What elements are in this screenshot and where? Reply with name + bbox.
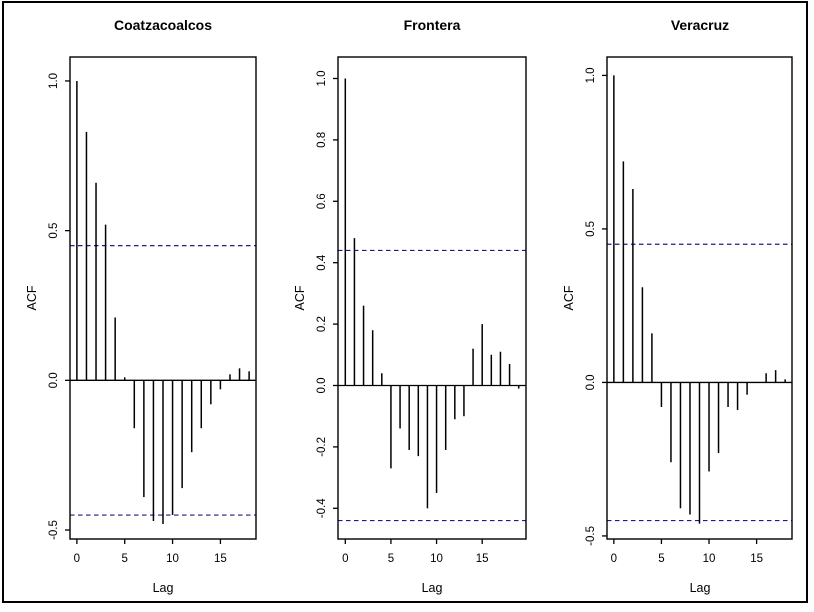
x-tick-label: 15 <box>214 553 227 565</box>
y-tick-label: 0.0 <box>585 374 597 390</box>
x-tick-label: 10 <box>703 553 716 565</box>
y-tick-label: 0.8 <box>316 132 328 148</box>
y-tick-label: 1.0 <box>585 67 597 83</box>
y-axis-label-2: ACF <box>293 285 307 310</box>
x-tick-label: 5 <box>388 553 394 565</box>
y-axis-label-3: ACF <box>562 285 576 310</box>
figure-border <box>2 1 808 603</box>
y-tick-label: 0.6 <box>316 193 328 209</box>
panel-title-frontera: Frontera <box>404 17 461 33</box>
panel-veracruz: 0 5 10 15 -0.5 0.0 0.5 1.0 <box>585 56 793 565</box>
y-tick-label: 0.2 <box>316 316 328 332</box>
x-tick-label: 0 <box>342 553 348 565</box>
x-tick-label: 10 <box>430 553 443 565</box>
y-tick-label: -0.4 <box>316 498 328 518</box>
x-tick-label: 0 <box>74 553 80 565</box>
x-tick-label: 15 <box>750 553 763 565</box>
y-tick-label: -0.5 <box>48 520 60 540</box>
panel-title-veracruz: Veracruz <box>671 17 729 33</box>
x-axis-label-2: Lag <box>422 581 443 595</box>
panel-frontera: 0 5 10 15 -0.4 -0.2 0.0 0.2 0.4 0.6 0.8 1.0 <box>316 56 527 565</box>
x-tick-label: 5 <box>122 553 128 565</box>
y-tick-label: 0.0 <box>316 377 328 393</box>
plot-box <box>337 56 527 540</box>
y-tick-label: -0.2 <box>316 437 328 457</box>
y-tick-label: 0.4 <box>316 254 328 271</box>
y-tick-label: 0.5 <box>48 223 60 239</box>
plot-box <box>606 56 793 540</box>
x-axis-label-1: Lag <box>153 581 174 595</box>
plot-box <box>69 56 257 540</box>
y-tick-label: 1.0 <box>48 73 60 89</box>
x-tick-label: 0 <box>611 553 617 565</box>
y-tick-label: 0.5 <box>585 221 597 237</box>
y-tick-label: 0.0 <box>48 372 60 388</box>
x-tick-label: 10 <box>166 553 179 565</box>
x-tick-label: 15 <box>476 553 489 565</box>
panel-title-coatzacoalcos: Coatzacoalcos <box>114 17 212 33</box>
x-axis-label-3: Lag <box>690 581 711 595</box>
y-tick-label: -0.5 <box>585 526 597 546</box>
y-axis-label-1: ACF <box>25 285 39 310</box>
panel-coatzacoalcos: 0 5 10 15 -0.5 0.0 0.5 1.0 <box>48 56 257 565</box>
y-tick-label: 1.0 <box>316 70 328 86</box>
x-tick-label: 5 <box>658 553 664 565</box>
